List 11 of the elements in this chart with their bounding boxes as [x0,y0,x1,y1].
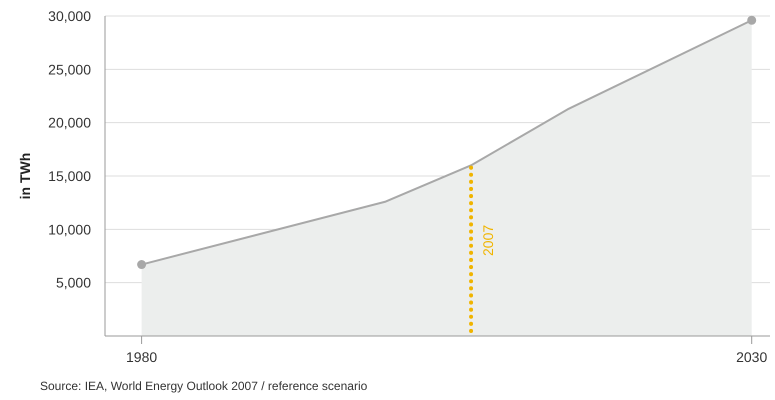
y-tick-label: 10,000 [48,221,92,238]
y-tick-label: 20,000 [48,114,92,131]
x-tick-label: 1980 [126,349,158,365]
ref-line-label: 2007 [480,224,496,256]
source-note: Source: IEA, World Energy Outlook 2007 / reference scenario [40,379,368,393]
x-tick-label: 2030 [736,349,768,365]
y-axis-title: in TWh [17,152,33,200]
y-tick-label: 25,000 [48,61,92,78]
y-tick-label: 5,000 [56,274,92,291]
y-tick-label: 15,000 [48,168,92,184]
y-tick-label: 30,000 [48,8,92,24]
